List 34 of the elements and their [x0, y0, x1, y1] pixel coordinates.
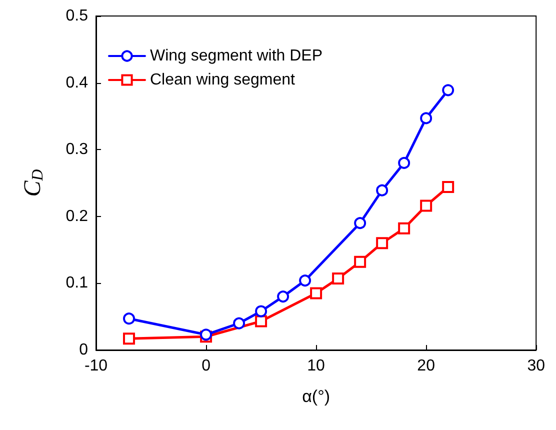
point [233, 317, 246, 330]
y-tick-label: 0.4 [66, 74, 88, 92]
point [299, 274, 312, 287]
point [376, 237, 388, 250]
legend-label: Wing segment with DEP [150, 48, 323, 64]
point [123, 332, 136, 345]
point [310, 287, 322, 300]
point [277, 290, 290, 303]
point [420, 112, 432, 124]
y-tick-label: 0.5 [66, 8, 88, 24]
point [123, 312, 136, 325]
x-tick-label: 10 [307, 358, 326, 374]
y-tick-label: 0.1 [66, 274, 88, 292]
point [376, 184, 388, 196]
point [420, 200, 432, 212]
point [354, 256, 366, 268]
point [398, 222, 410, 234]
y-tick-label: 0 [79, 342, 88, 358]
x-axis-title: α(°) [302, 387, 330, 406]
x-tick-label: 20 [417, 358, 436, 374]
legend-label: Clean wing segment [150, 72, 296, 88]
y-tick-label: 0.2 [66, 208, 88, 225]
y-tick-label: 0.3 [66, 141, 88, 158]
point [255, 305, 268, 318]
point [398, 156, 410, 169]
point [354, 217, 366, 230]
x-tick-label: 0 [202, 358, 211, 374]
x-tick-label: 30 [527, 358, 546, 374]
point [442, 84, 454, 96]
y-axis-title: CD [20, 168, 46, 197]
point [255, 315, 268, 328]
x-tick-label: -10 [84, 358, 108, 374]
point [332, 272, 344, 285]
point [442, 181, 454, 194]
